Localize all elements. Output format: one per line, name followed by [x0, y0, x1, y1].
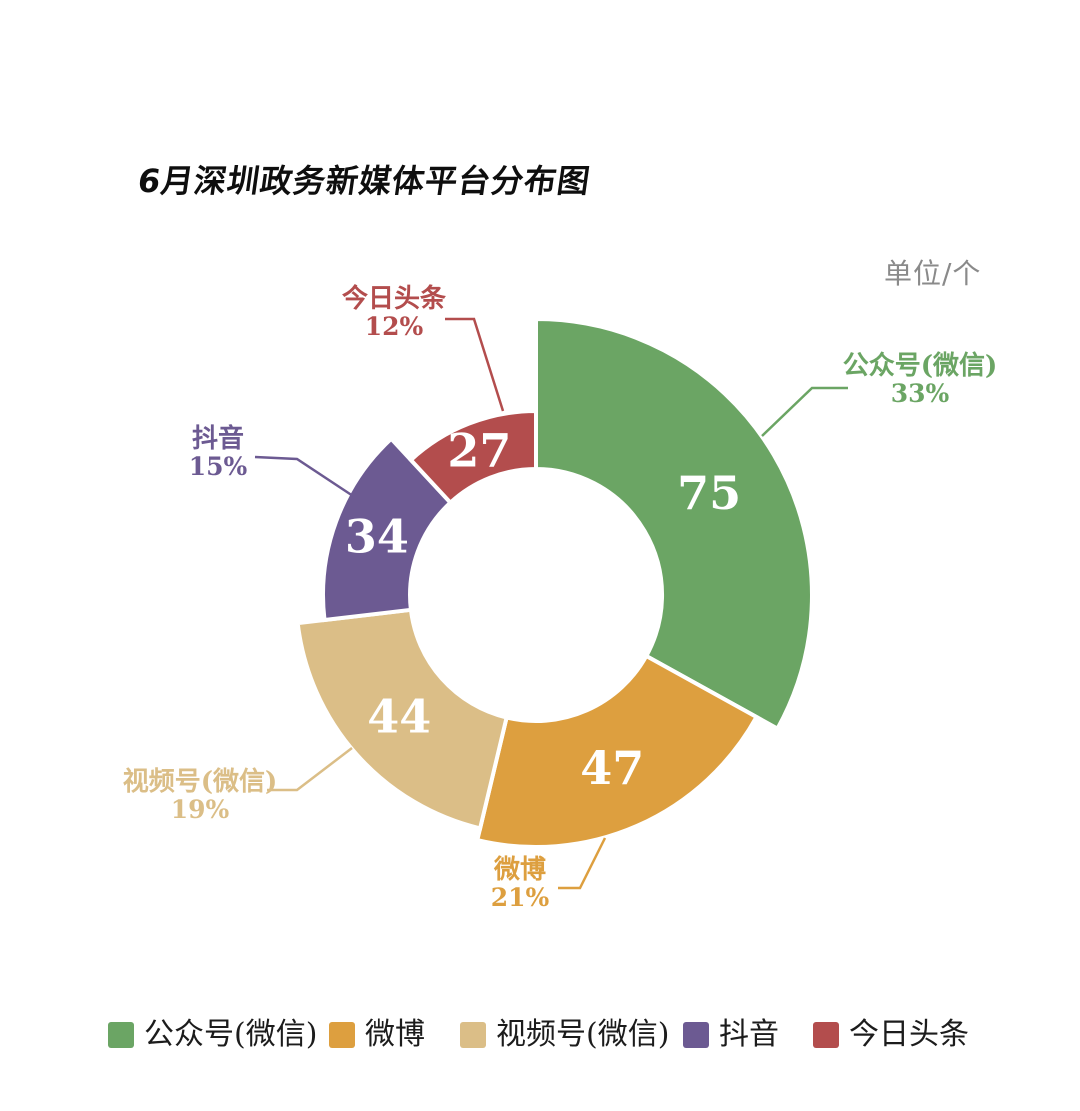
legend-item-weibo: 微博 — [329, 1020, 425, 1050]
slice-value-douyin: 34 — [345, 509, 409, 563]
donut-slice-douyin — [321, 435, 454, 623]
donut-slice-toutiao — [408, 408, 538, 506]
unit-label: 单位/个 — [884, 257, 982, 290]
leader-line-douyin — [254, 455, 354, 498]
callout-percent: 21% — [490, 883, 550, 912]
legend-swatch — [683, 1022, 709, 1048]
callout-label: 今日头条 — [341, 284, 446, 314]
legend-label: 微博 — [365, 1017, 425, 1052]
leader-line-wechat-video — [267, 747, 353, 792]
legend-item-douyin: 抖音 — [683, 1020, 779, 1050]
slice-value-toutiao: 27 — [447, 424, 511, 478]
callout-douyin: 抖音 15% — [128, 425, 308, 480]
donut-slice-weibo — [474, 653, 760, 849]
callout-wechat-official-account: 公众号(微信) 33% — [830, 352, 1010, 407]
slice-value-weibo: 47 — [580, 741, 644, 795]
callout-toutiao: 今日头条 12% — [304, 285, 484, 340]
callout-percent: 12% — [364, 312, 424, 341]
legend-label: 抖音 — [719, 1017, 779, 1052]
callout-label: 视频号(微信) — [122, 767, 278, 797]
donut-slice-wechat-video — [295, 607, 510, 831]
callout-percent: 15% — [188, 452, 248, 481]
callout-wechat-video: 视频号(微信) 19% — [110, 768, 290, 823]
callout-weibo: 微博 21% — [430, 856, 610, 911]
slice-value-wechat-official-account: 75 — [677, 466, 741, 520]
legend-swatch — [813, 1022, 839, 1048]
callout-label: 公众号(微信) — [842, 351, 998, 381]
donut-slice-wechat-official-account — [534, 316, 814, 732]
legend-swatch — [329, 1022, 355, 1048]
callout-label: 抖音 — [191, 424, 244, 454]
leader-line-toutiao — [445, 317, 505, 412]
callout-percent: 19% — [170, 795, 230, 824]
callout-label: 微博 — [493, 855, 546, 885]
leader-line-wechat-official-account — [761, 386, 848, 437]
leader-line-weibo — [558, 837, 607, 890]
callout-percent: 33% — [890, 379, 950, 408]
legend-item-wechat-official-account: 公众号(微信) — [108, 1020, 317, 1050]
legend-swatch — [460, 1022, 486, 1048]
legend-label: 今日头条 — [849, 1017, 969, 1052]
legend-swatch — [108, 1022, 134, 1048]
legend-label: 视频号(微信) — [496, 1017, 670, 1052]
legend-label: 公众号(微信) — [144, 1017, 318, 1052]
legend-item-wechat-video: 视频号(微信) — [460, 1020, 669, 1050]
legend-item-toutiao: 今日头条 — [813, 1020, 969, 1050]
slice-value-wechat-video: 44 — [367, 690, 431, 744]
